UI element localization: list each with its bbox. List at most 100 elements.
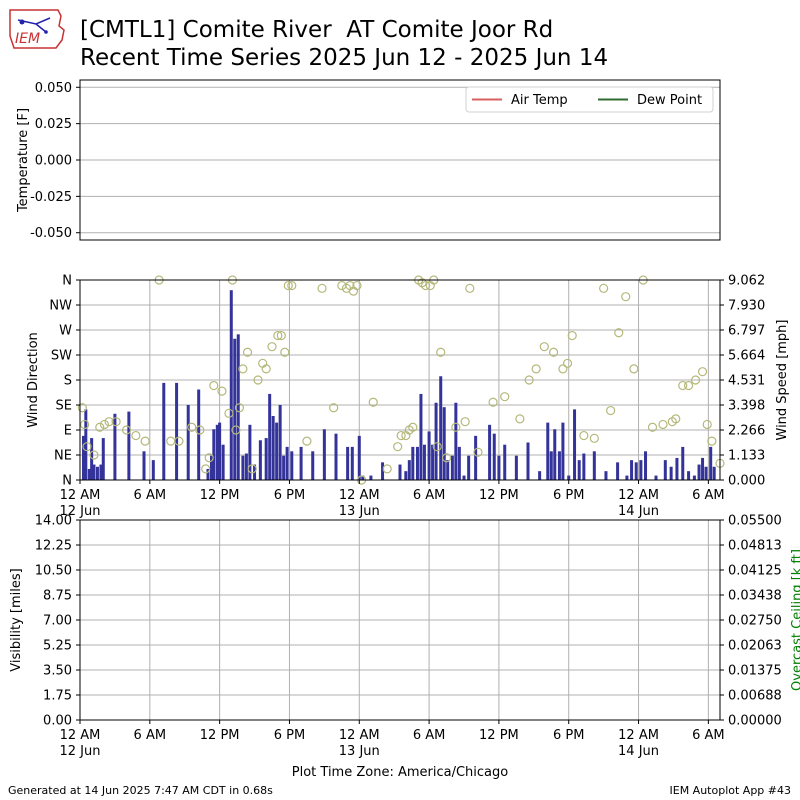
wind-speed-bar — [669, 466, 673, 480]
wind-speed-bar — [526, 442, 530, 480]
wind-speed-bar — [127, 411, 131, 480]
wind-speed-bar — [549, 451, 553, 480]
wind-speed-tick-label: 1.133 — [728, 449, 765, 464]
wind-direction-point — [201, 464, 211, 474]
visibility-tick-label: 3.50 — [43, 664, 72, 679]
wind-speed-bar — [404, 471, 408, 480]
wind-direction-ylabel: Wind Direction — [26, 332, 41, 428]
wind-direction-markers — [77, 275, 725, 485]
wind-direction-point — [99, 419, 110, 430]
wind-speed-ylabel: Wind Speed [mph] — [775, 320, 790, 441]
ceiling-ylabel: Overcast Ceiling [k ft] — [790, 549, 800, 691]
wind-speed-bar — [431, 444, 435, 480]
visibility-tick-label: 10.50 — [35, 564, 72, 579]
wind-speed-ticks: 0.000 1.133 2.266 3.398 4.531 5.664 6.797 7.930… — [720, 274, 765, 489]
wind-speed-bar — [697, 464, 701, 480]
wind-direction-point — [234, 403, 245, 413]
wind-speed-tick-label: 7.930 — [728, 299, 765, 314]
wind-speed-tick-label: 9.062 — [728, 274, 765, 289]
wind-direction-point — [606, 405, 616, 416]
ceiling-tick-label: 0.00688 — [728, 689, 782, 704]
wind-speed-bar — [434, 402, 438, 480]
wind-direction-point — [441, 453, 452, 463]
wind-speed-bar — [538, 471, 542, 480]
wind-speed-bar — [369, 475, 373, 480]
wind-direction-point — [121, 425, 132, 435]
x-tick-label: 6 AM — [413, 728, 446, 743]
wind-direction-point — [621, 292, 631, 302]
wind-speed-bar — [427, 431, 431, 480]
wind-speed-bar — [206, 468, 210, 480]
wind-speed-bar — [557, 451, 561, 480]
wind-speed-bar — [229, 290, 233, 480]
wind-direction-point — [352, 280, 362, 291]
title-line-1: [CMTL1] Comite River AT Comite Joor Rd — [80, 17, 554, 43]
wind-direction-point — [678, 380, 688, 391]
wind-direction-point — [166, 436, 176, 446]
wind-speed-bar — [407, 460, 411, 480]
wind-speed-bar — [258, 440, 262, 480]
x-tick-label: 6 PM — [553, 728, 584, 743]
ceiling-tick-label: 0.00000 — [728, 714, 782, 729]
wind-speed-tick-label: 2.266 — [728, 424, 765, 439]
wind-speed-bar — [209, 455, 213, 480]
visibility-tick-label: 7.00 — [43, 614, 72, 629]
x-tick-label: 6 PM — [553, 488, 584, 503]
wind-speed-bar — [616, 462, 620, 480]
wind-direction-point — [614, 328, 624, 338]
wind-speed-tick-label: 5.664 — [728, 349, 765, 364]
wind-direction-point — [329, 403, 339, 413]
wind-direction-point — [690, 375, 701, 385]
wind-direction-point — [283, 280, 293, 291]
app-note: IEM Autoplot App #43 — [669, 784, 792, 797]
wind-speed-bar — [92, 464, 96, 480]
wind-panel: N NE E SE S SW W NW N 0.000 1.133 2.266 3.398 4.531 5… — [26, 274, 790, 520]
wind-speed-bar — [592, 451, 596, 480]
wind-direction-point — [261, 364, 271, 374]
wind-direction-point — [204, 453, 214, 463]
generated-note: Generated at 14 Jun 2025 7:47 AM CDT in … — [8, 784, 273, 797]
wind-direction-point — [629, 364, 639, 374]
wind-direction-point — [562, 358, 573, 368]
wind-speed-bar — [422, 444, 426, 480]
wind-speed-bar — [264, 438, 268, 480]
wind-speed-bar — [278, 404, 282, 480]
wind-direction-tick-label: E — [64, 424, 72, 439]
wind-speed-bar — [322, 429, 326, 480]
wind-speed-bars — [81, 290, 716, 480]
wind-speed-bar — [709, 446, 713, 480]
wind-direction-tick-label: N — [62, 274, 72, 289]
temperature-yticks: -0.050 -0.025 0.000 0.025 0.050 — [30, 81, 80, 241]
wind-speed-tick-label: 0.000 — [728, 474, 765, 489]
x-tick-label: 6 AM — [692, 728, 725, 743]
wind-direction-point — [579, 430, 589, 441]
temperature-tick-label: -0.050 — [30, 226, 72, 241]
wind-speed-bar — [514, 455, 518, 480]
wind-direction-point — [683, 380, 694, 391]
x-tick-label: 6 AM — [413, 488, 446, 503]
x-tick-label: 12 AM — [339, 488, 380, 503]
visibility-tick-label: 14.00 — [35, 514, 72, 529]
wind-direction-tick-label: NW — [49, 299, 72, 314]
wind-direction-point — [238, 364, 248, 374]
chart-title: [CMTL1] Comite River AT Comite Joor Rd R… — [80, 16, 608, 72]
wind-speed-bar — [81, 435, 85, 480]
wind-speed-bar — [175, 382, 179, 480]
wind-speed-bar — [634, 462, 638, 480]
legend-air-temp-label: Air Temp — [511, 93, 568, 108]
wind-speed-bar — [381, 462, 385, 480]
x-tick-label: 6 AM — [134, 488, 167, 503]
wind-direction-point — [432, 442, 442, 452]
wind-direction-tick-label: W — [59, 324, 72, 339]
legend-dew-point-label: Dew Point — [637, 93, 702, 108]
wind-direction-point — [647, 422, 658, 432]
wind-direction-point — [473, 447, 483, 457]
wind-speed-bar — [311, 451, 315, 480]
wind-speed-bar — [271, 415, 275, 480]
wind-speed-bar — [290, 451, 294, 480]
wind-direction-point — [267, 342, 277, 352]
wind-direction-point — [460, 417, 470, 427]
wind-direction-point — [187, 422, 197, 432]
wind-direction-ticks: N NE E SE S SW W NW N — [49, 274, 80, 489]
